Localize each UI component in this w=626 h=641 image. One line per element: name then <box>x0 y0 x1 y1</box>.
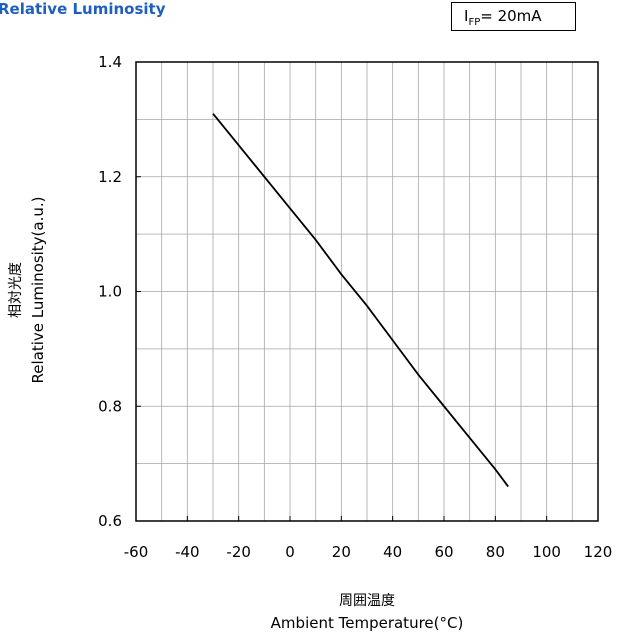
chart-title: Relative Luminosity <box>0 0 166 18</box>
y-tick-label: 1.2 <box>98 168 122 186</box>
y-axis-label-jp: 相対光度 <box>8 262 24 319</box>
series-line <box>212 113 509 488</box>
condition-symbol: I <box>464 7 469 25</box>
condition-value: = 20mA <box>480 7 542 25</box>
y-tick-label: 0.6 <box>98 512 122 530</box>
x-tick-label: 100 <box>532 543 561 561</box>
x-tick-label: 60 <box>434 543 453 561</box>
condition-box: IFP= 20mA <box>451 2 576 31</box>
x-tick-label: -40 <box>175 543 200 561</box>
x-tick-label: 20 <box>332 543 351 561</box>
x-tick-label: -60 <box>124 543 149 561</box>
condition-subscript: FP <box>468 17 481 28</box>
y-tick-label: 1.4 <box>98 53 122 71</box>
y-tick-label: 0.8 <box>98 397 122 415</box>
tick-labels: -60 -40 -20 0 20 40 60 80 100 120 0.6 0.8 1.0 1.2 1.4 <box>98 53 612 561</box>
x-tick-label: 0 <box>285 543 295 561</box>
series-lines <box>212 113 509 488</box>
y-axis-label-en: Relative Luminosity(a.u.) <box>29 196 47 384</box>
y-axis-label: 相対光度 Relative Luminosity(a.u.) <box>5 196 49 383</box>
x-axis-label-en: Ambient Temperature(°C) <box>270 614 464 632</box>
x-tick-label: -20 <box>226 543 251 561</box>
y-tick-label: 1.0 <box>98 283 122 301</box>
x-tick-label: 80 <box>486 543 505 561</box>
grid-lines <box>135 61 599 522</box>
x-axis-label-jp: 周囲温度 <box>339 593 395 609</box>
x-tick-label: 40 <box>383 543 402 561</box>
x-tick-label: 120 <box>584 543 613 561</box>
plot-frame <box>135 61 599 522</box>
